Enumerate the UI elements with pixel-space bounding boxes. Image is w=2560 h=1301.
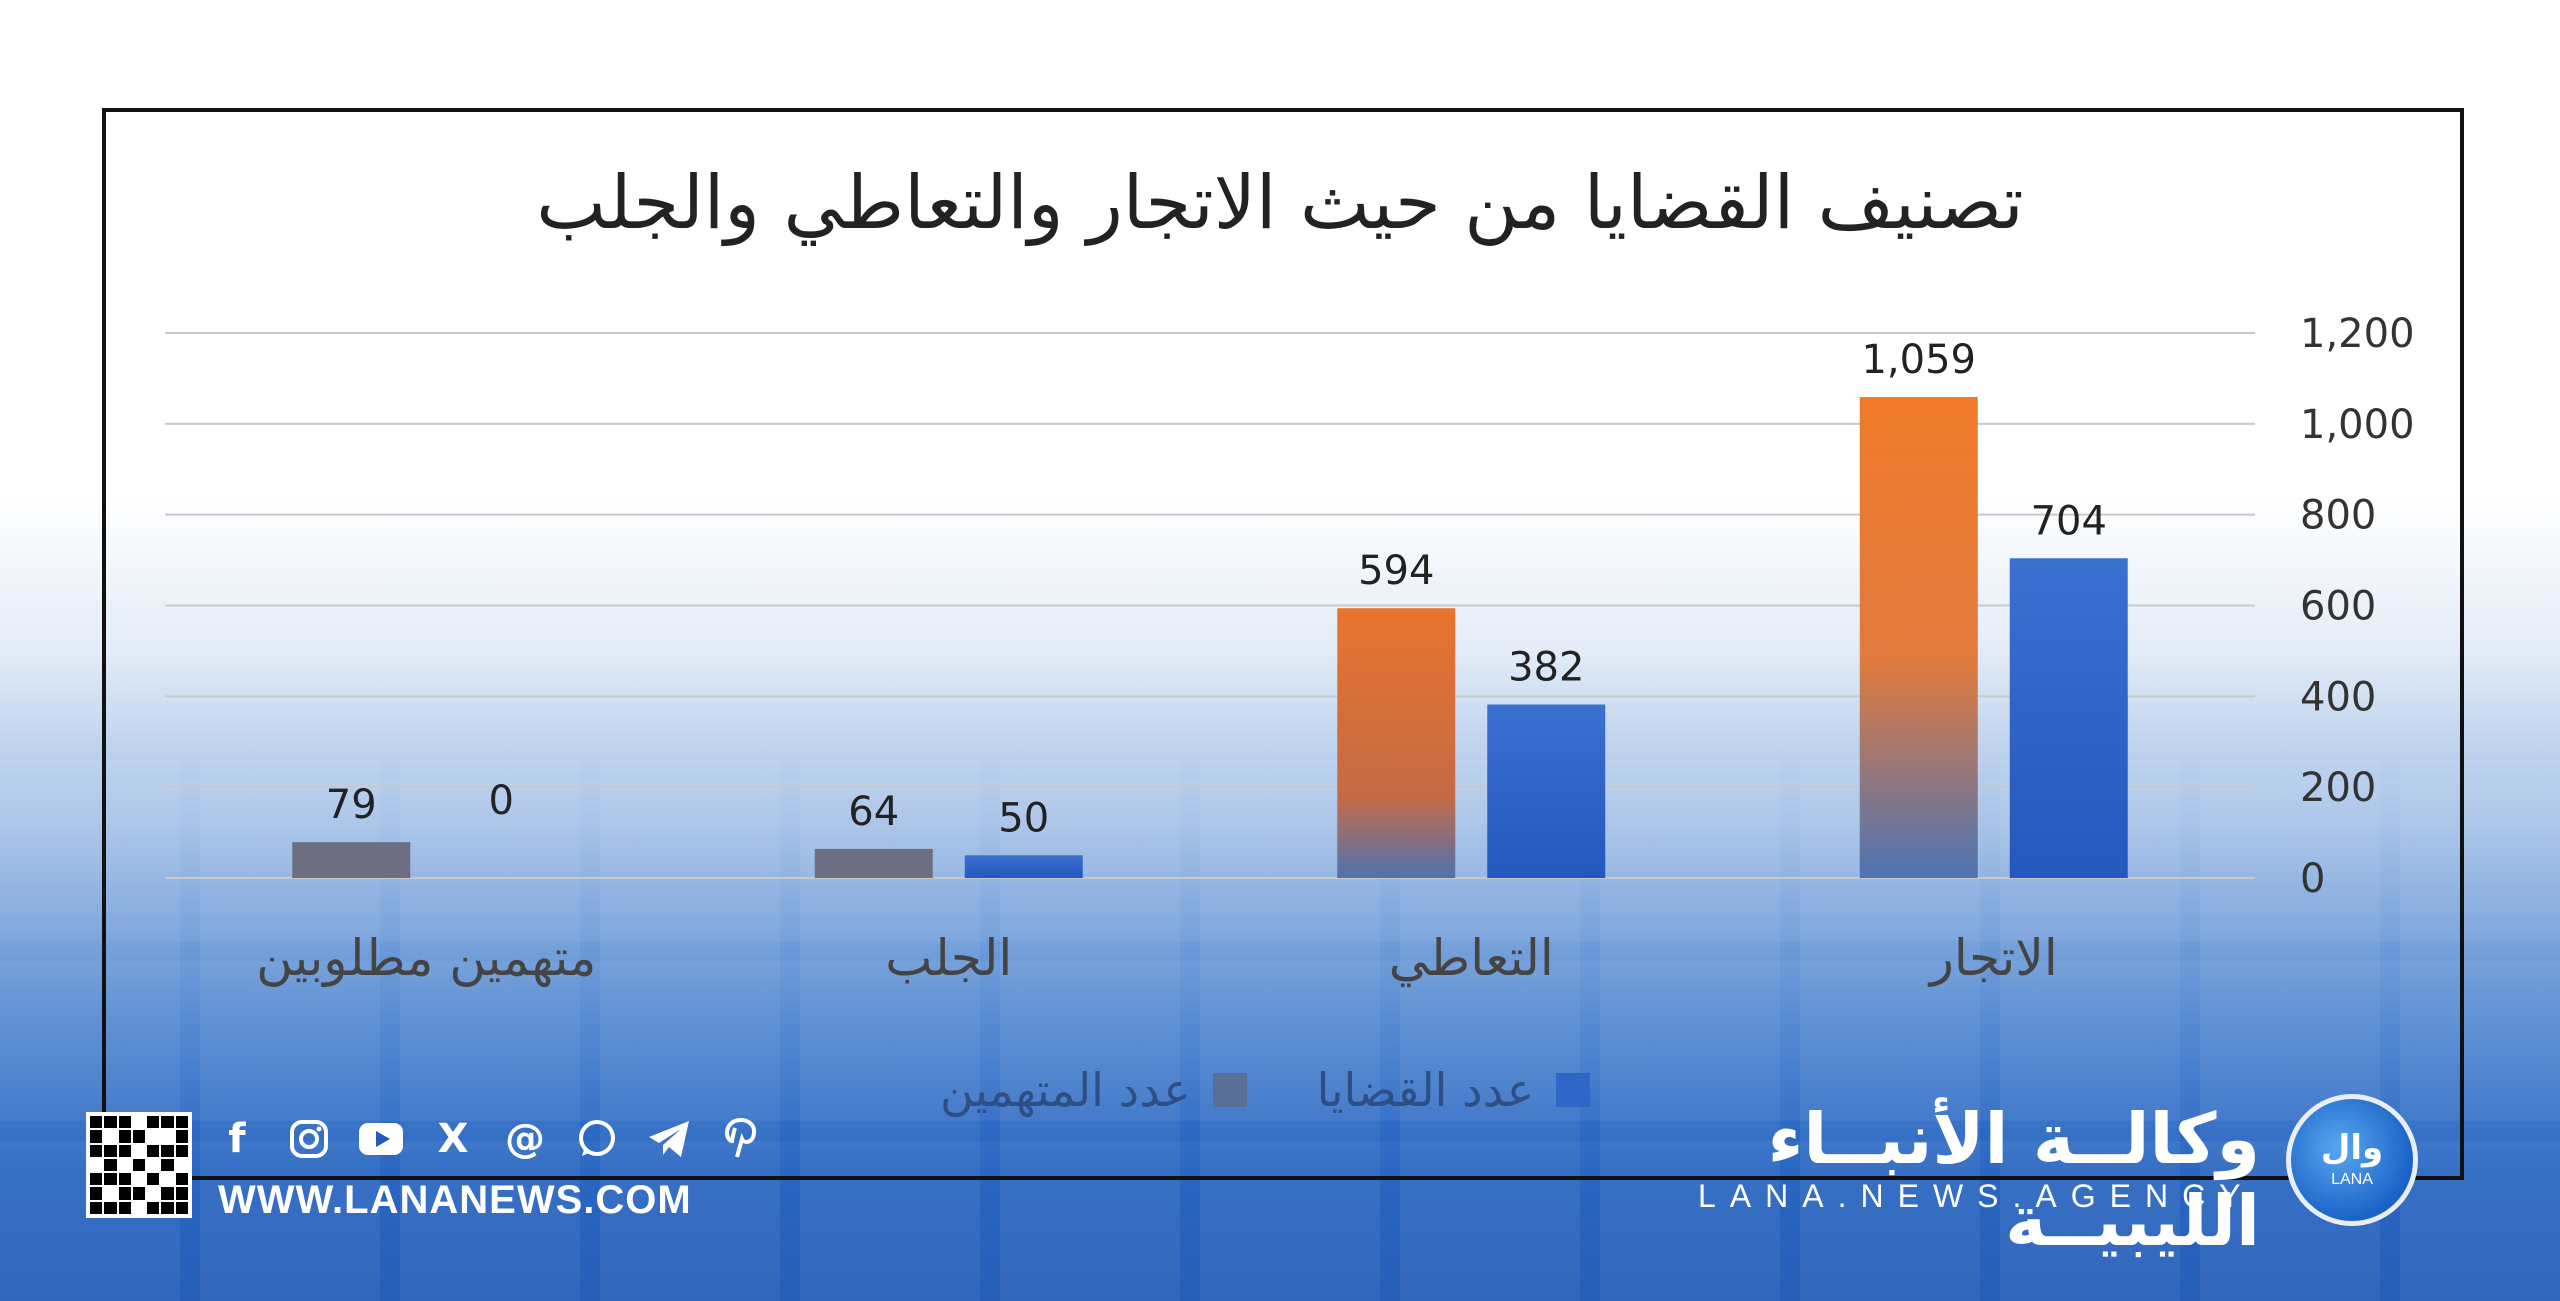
qr-code[interactable]	[86, 1112, 192, 1218]
x-category-label: الجلب	[885, 929, 1012, 987]
legend-item-defendants: عدد المتهمين	[940, 1063, 1247, 1117]
bar-defendants	[1859, 397, 1978, 878]
x-category-label: التعاطي	[1389, 929, 1554, 987]
telegram-icon[interactable]	[644, 1114, 694, 1164]
data-label: 382	[1508, 645, 1584, 691]
data-label: 0	[489, 778, 514, 824]
y-tick-label: 200	[2300, 765, 2376, 811]
legend-swatch-cases	[1556, 1073, 1591, 1107]
facebook-icon[interactable]: f	[228, 1116, 246, 1162]
bar-cases	[964, 855, 1083, 878]
chart-frame	[102, 108, 2464, 1180]
agency-name: وكالــة الأنبــاء الليبيــة	[1767, 1098, 2260, 1262]
data-label: 1,059	[1861, 337, 1976, 383]
social-icons: f X @	[212, 1114, 766, 1164]
x-category-label: الاتجار	[1927, 929, 2058, 987]
x-category-label: متهمين مطلوبين	[256, 929, 596, 988]
whatsapp-icon[interactable]	[572, 1114, 622, 1164]
agency-tagline: LANA.NEWS.AGENCY	[1698, 1178, 2255, 1214]
agency-logo: وال LANA	[2286, 1094, 2418, 1226]
logo-text: وال	[2320, 1128, 2384, 1168]
y-tick-label: 600	[2300, 584, 2376, 630]
data-label: 704	[2031, 498, 2107, 544]
logo-subtext: LANA	[2331, 1171, 2373, 1188]
data-label: 50	[998, 795, 1049, 841]
legend-label-cases: عدد القضايا	[1316, 1063, 1535, 1117]
bar-cases	[1487, 704, 1606, 878]
y-tick-label: 0	[2300, 856, 2325, 902]
legend-label-defendants: عدد المتهمين	[940, 1063, 1191, 1117]
website-url[interactable]: WWW.LANANEWS.COM	[218, 1178, 692, 1222]
chart-legend: عدد المتهمين عدد القضايا	[940, 1055, 1660, 1125]
instagram-icon[interactable]	[284, 1114, 334, 1164]
y-tick-label: 400	[2300, 674, 2376, 720]
data-label: 594	[1358, 548, 1434, 594]
bar-cases	[2009, 558, 2128, 878]
y-tick-label: 1,000	[2300, 402, 2415, 448]
legend-swatch-defendants	[1212, 1073, 1247, 1107]
data-label: 79	[326, 782, 377, 828]
bar-defendants	[814, 848, 933, 878]
data-label: 64	[848, 789, 899, 835]
chart-title: تصنيف القضايا من حيث الاتجار والتعاطي وا…	[536, 160, 2024, 246]
legend-item-cases: عدد القضايا	[1317, 1063, 1591, 1117]
x-icon[interactable]: X	[437, 1116, 469, 1162]
youtube-icon[interactable]	[356, 1114, 406, 1164]
bar-defendants	[1337, 608, 1456, 878]
pinterest-icon[interactable]	[716, 1114, 766, 1164]
y-tick-label: 1,200	[2300, 311, 2415, 357]
y-tick-label: 800	[2300, 493, 2376, 539]
threads-icon[interactable]: @	[505, 1116, 545, 1162]
bar-defendants	[292, 842, 411, 878]
